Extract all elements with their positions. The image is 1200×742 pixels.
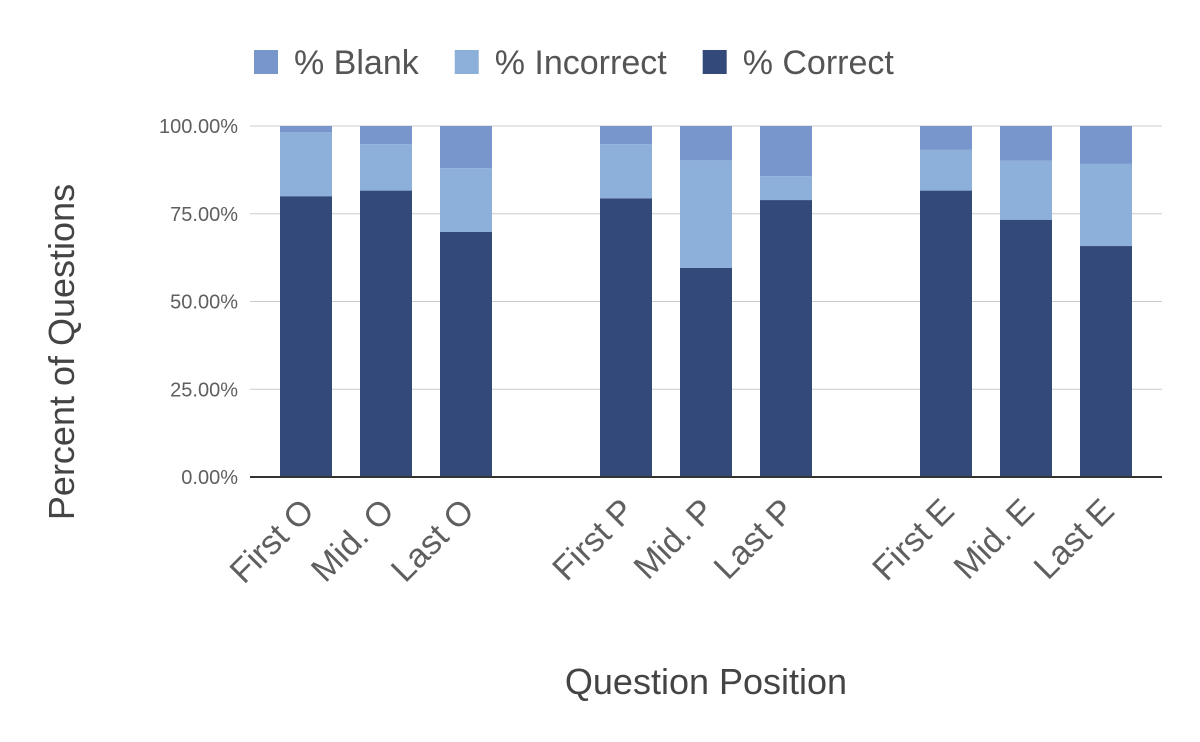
- x-tick-label: Last O: [384, 492, 482, 590]
- bar-blank: [760, 126, 812, 177]
- bar-incorrect: [680, 160, 732, 268]
- y-tick-label: 75.00%: [170, 204, 238, 226]
- y-tick-labels: 0.00% 25.00% 50.00% 75.00% 100.00%: [159, 116, 238, 489]
- legend: % Blank % Incorrect % Correct: [254, 44, 894, 82]
- bar-stack: [360, 126, 412, 478]
- bar-correct: [760, 200, 812, 477]
- y-tick-label: 100.00%: [159, 116, 238, 138]
- x-tick-label: Mid. P: [627, 492, 722, 587]
- legend-item: % Incorrect: [454, 44, 667, 82]
- bar-correct: [600, 198, 652, 477]
- bar-stack: [760, 126, 812, 477]
- y-axis-title: Percent of Questions: [41, 184, 82, 520]
- legend-item: % Correct: [702, 44, 895, 82]
- bar-incorrect: [920, 149, 972, 191]
- bar-incorrect: [760, 176, 812, 201]
- bar-blank: [440, 126, 492, 169]
- bar-blank: [360, 126, 412, 145]
- legend-label: % Blank: [294, 44, 420, 82]
- bar-blank: [280, 126, 332, 133]
- legend-swatch: [254, 50, 278, 74]
- legend-swatch: [702, 50, 727, 74]
- x-tick-label: First P: [545, 492, 641, 588]
- bar-correct: [1000, 219, 1052, 478]
- bar-stack: [680, 126, 732, 477]
- x-tick-label: Last P: [707, 492, 802, 587]
- y-tick-label: 0.00%: [181, 467, 238, 489]
- bar-blank: [600, 126, 652, 145]
- legend-label: % Correct: [743, 44, 895, 82]
- x-axis-title: Question Position: [565, 661, 847, 702]
- bar-incorrect: [440, 168, 492, 233]
- bar-correct: [1080, 246, 1132, 477]
- bar-incorrect: [280, 132, 332, 197]
- bar-correct: [360, 190, 412, 478]
- x-tick-label: First O: [223, 492, 322, 591]
- bar-correct: [920, 190, 972, 478]
- bar-blank: [1080, 126, 1132, 164]
- x-tick-label: First E: [865, 492, 961, 588]
- bar-stack: [440, 126, 492, 477]
- bar-stack: [1080, 126, 1132, 477]
- bars: [280, 126, 1132, 478]
- bar-blank: [1000, 126, 1052, 161]
- bar-correct: [440, 232, 492, 477]
- x-tick-label: Mid. O: [304, 492, 402, 590]
- bar-correct: [280, 196, 332, 477]
- x-tick-label: Mid. E: [947, 492, 1042, 587]
- y-tick-label: 25.00%: [170, 379, 238, 401]
- bar-blank: [680, 126, 732, 161]
- bar-stack: [280, 126, 332, 477]
- legend-item: % Blank: [254, 44, 420, 82]
- bar-stack: [920, 126, 972, 478]
- bar-incorrect: [360, 144, 412, 191]
- bar-blank: [920, 126, 972, 150]
- bar-incorrect: [600, 144, 652, 199]
- bar-incorrect: [1080, 163, 1132, 247]
- legend-swatch: [454, 50, 479, 74]
- x-tick-label: Last E: [1027, 492, 1122, 587]
- y-tick-label: 50.00%: [170, 292, 238, 314]
- bar-incorrect: [1000, 160, 1052, 220]
- bar-stack: [1000, 126, 1052, 478]
- bar-correct: [680, 267, 732, 477]
- legend-label: % Incorrect: [495, 44, 667, 82]
- bar-stack: [600, 126, 652, 477]
